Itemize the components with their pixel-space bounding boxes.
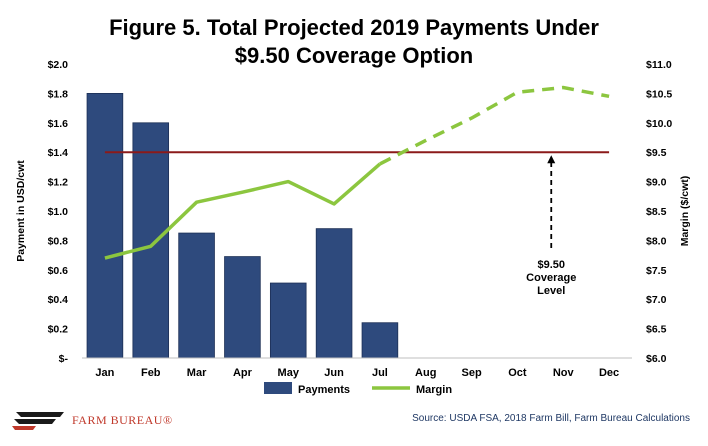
coverage-annotation-line: Coverage <box>526 272 576 284</box>
bar-jul <box>361 322 399 359</box>
bar-jan <box>86 93 124 359</box>
margin-line-projected <box>379 85 610 166</box>
chart-title-line1: Figure 5. Total Projected 2019 Payments … <box>109 15 599 40</box>
bar-jun <box>315 228 353 359</box>
y-right-axis-title: Margin ($/cwt) <box>679 176 691 247</box>
labels-group: Jan Feb Mar Apr May Jun Jul Aug Sep Oct Nov Dec $- $0… <box>15 59 691 379</box>
x-tick-label: Jan <box>95 367 114 379</box>
bar-may <box>269 282 307 359</box>
bar-mar <box>178 232 215 359</box>
farm-bureau-logo: FARM BUREAU® <box>12 410 173 430</box>
y-right-tick-label: $8.5 <box>646 206 667 218</box>
chart-title-line2: $9.50 Coverage Option <box>234 43 474 68</box>
chart-title: Figure 5. Total Projected 2019 Payments … <box>0 14 708 70</box>
annotation-arrow-head <box>547 155 556 164</box>
y-left-tick-label: $1.8 <box>48 88 69 100</box>
x-tick-label: Aug <box>415 367 436 379</box>
x-tick-label: Nov <box>553 367 575 379</box>
legend-payments-swatch <box>264 382 292 394</box>
farm-bureau-logo-text: FARM BUREAU® <box>72 412 173 427</box>
x-tick-label: Oct <box>508 367 527 379</box>
y-left-tick-label: $0.4 <box>48 294 69 306</box>
y-left-tick-label: $2.0 <box>48 59 69 71</box>
legend-margin-label: Margin <box>416 384 452 396</box>
y-left-tick-label: $1.4 <box>48 147 69 159</box>
y-left-tick-label: $0.2 <box>48 324 69 336</box>
bars-group <box>86 93 399 359</box>
source-note: Source: USDA FSA, 2018 Farm Bill, Farm B… <box>412 413 690 424</box>
farm-bureau-logo-icon <box>12 412 64 430</box>
x-tick-label: Sep <box>461 367 481 379</box>
y-right-tick-label: $11.0 <box>646 59 672 71</box>
lines-group <box>104 85 610 260</box>
y-right-tick-label: $6.5 <box>646 324 667 336</box>
y-right-tick-label: $7.5 <box>646 265 667 277</box>
x-tick-label: Dec <box>599 367 619 379</box>
coverage-annotation-line: Level <box>537 285 565 297</box>
y-right-tick-label: $6.0 <box>646 353 667 365</box>
legend: Payments Margin <box>264 382 452 396</box>
x-tick-label: May <box>278 367 300 379</box>
y-right-tick-label: $10.0 <box>646 118 672 130</box>
y-left-axis-title: Payment in USD/cwt <box>15 160 27 262</box>
y-right-tick-label: $9.5 <box>646 147 667 159</box>
x-tick-label: Jul <box>372 367 388 379</box>
coverage-annotation-line: $9.50 <box>537 259 565 271</box>
x-tick-label: Apr <box>233 367 253 379</box>
x-tick-label: Feb <box>141 367 161 379</box>
y-left-tick-label: $0.8 <box>48 235 69 247</box>
y-right-tick-label: $10.5 <box>646 88 672 100</box>
bar-apr <box>224 256 261 359</box>
x-tick-label: Jun <box>324 367 344 379</box>
y-right-tick-label: $9.0 <box>646 177 667 189</box>
y-left-tick-label: $- <box>59 353 69 365</box>
bar-feb <box>132 122 170 359</box>
y-left-tick-label: $1.6 <box>48 118 69 130</box>
y-left-tick-label: $1.0 <box>48 206 69 218</box>
legend-payments-label: Payments <box>298 384 350 396</box>
margin-line-actual <box>104 162 382 260</box>
y-left-tick-label: $0.6 <box>48 265 69 277</box>
coverage-annotation: $9.50 Coverage Level <box>526 259 576 297</box>
y-left-tick-label: $1.2 <box>48 177 69 189</box>
y-right-tick-label: $7.0 <box>646 294 667 306</box>
x-tick-label: Mar <box>187 367 207 379</box>
y-right-tick-label: $8.0 <box>646 235 667 247</box>
